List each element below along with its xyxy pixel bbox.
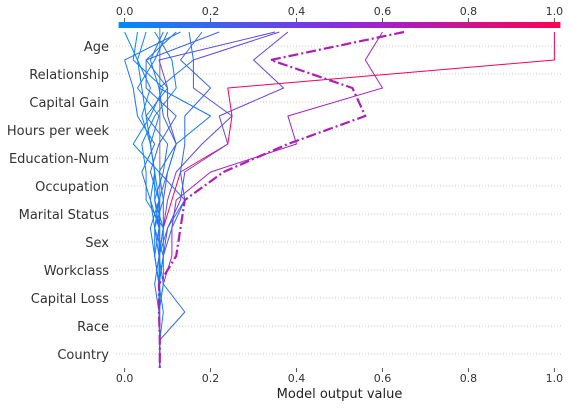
- decision-lines: [124, 30, 555, 368]
- feature-labels: Age Relationship Capital Gain Hours per wee…: [7, 40, 110, 363]
- x-axis-title: Model output value: [277, 387, 403, 402]
- decision-line: [158, 31, 383, 368]
- colorbar-tick-label: 0.6: [374, 5, 392, 18]
- colorbar: 0.0 0.2 0.4 0.6 0.8 1.0: [116, 5, 563, 28]
- colorbar-tick-label: 0.8: [460, 5, 478, 18]
- colorbar-tick-label: 1.0: [546, 5, 564, 18]
- x-tick-label: 0.8: [460, 372, 478, 385]
- feature-label: Capital Loss: [31, 292, 109, 307]
- colorbar-tick-label: 0.0: [116, 5, 134, 18]
- x-tick-label: 1.0: [546, 372, 564, 385]
- x-axis: 0.0 0.2 0.4 0.6 0.8 1.0: [116, 368, 563, 385]
- decision-line: [141, 31, 177, 368]
- x-tick-label: 0.0: [116, 372, 134, 385]
- feature-label: Hours per week: [7, 124, 110, 139]
- colorbar-tick-label: 0.4: [288, 5, 306, 18]
- x-tick-label: 0.2: [202, 372, 220, 385]
- x-tick-label: 0.4: [288, 372, 306, 385]
- feature-label: Relationship: [29, 68, 109, 83]
- colorbar-tick-label: 0.2: [202, 5, 220, 18]
- feature-label: Race: [77, 320, 109, 335]
- feature-label: Capital Gain: [29, 96, 109, 111]
- feature-label: Workclass: [44, 264, 109, 279]
- feature-label: Occupation: [35, 180, 109, 195]
- decision-line: [158, 31, 280, 368]
- feature-label: Marital Status: [19, 208, 110, 223]
- feature-label: Age: [84, 40, 109, 55]
- decision-line-highlighted: [157, 30, 405, 368]
- feature-label: Sex: [85, 236, 109, 251]
- colorbar-gradient: [118, 22, 561, 28]
- feature-label: Education-Num: [9, 152, 109, 167]
- x-tick-label: 0.6: [374, 372, 392, 385]
- feature-label: Country: [57, 348, 109, 363]
- decision-line: [158, 32, 555, 368]
- grid-lines: [116, 45, 563, 355]
- decision-line: [158, 31, 289, 368]
